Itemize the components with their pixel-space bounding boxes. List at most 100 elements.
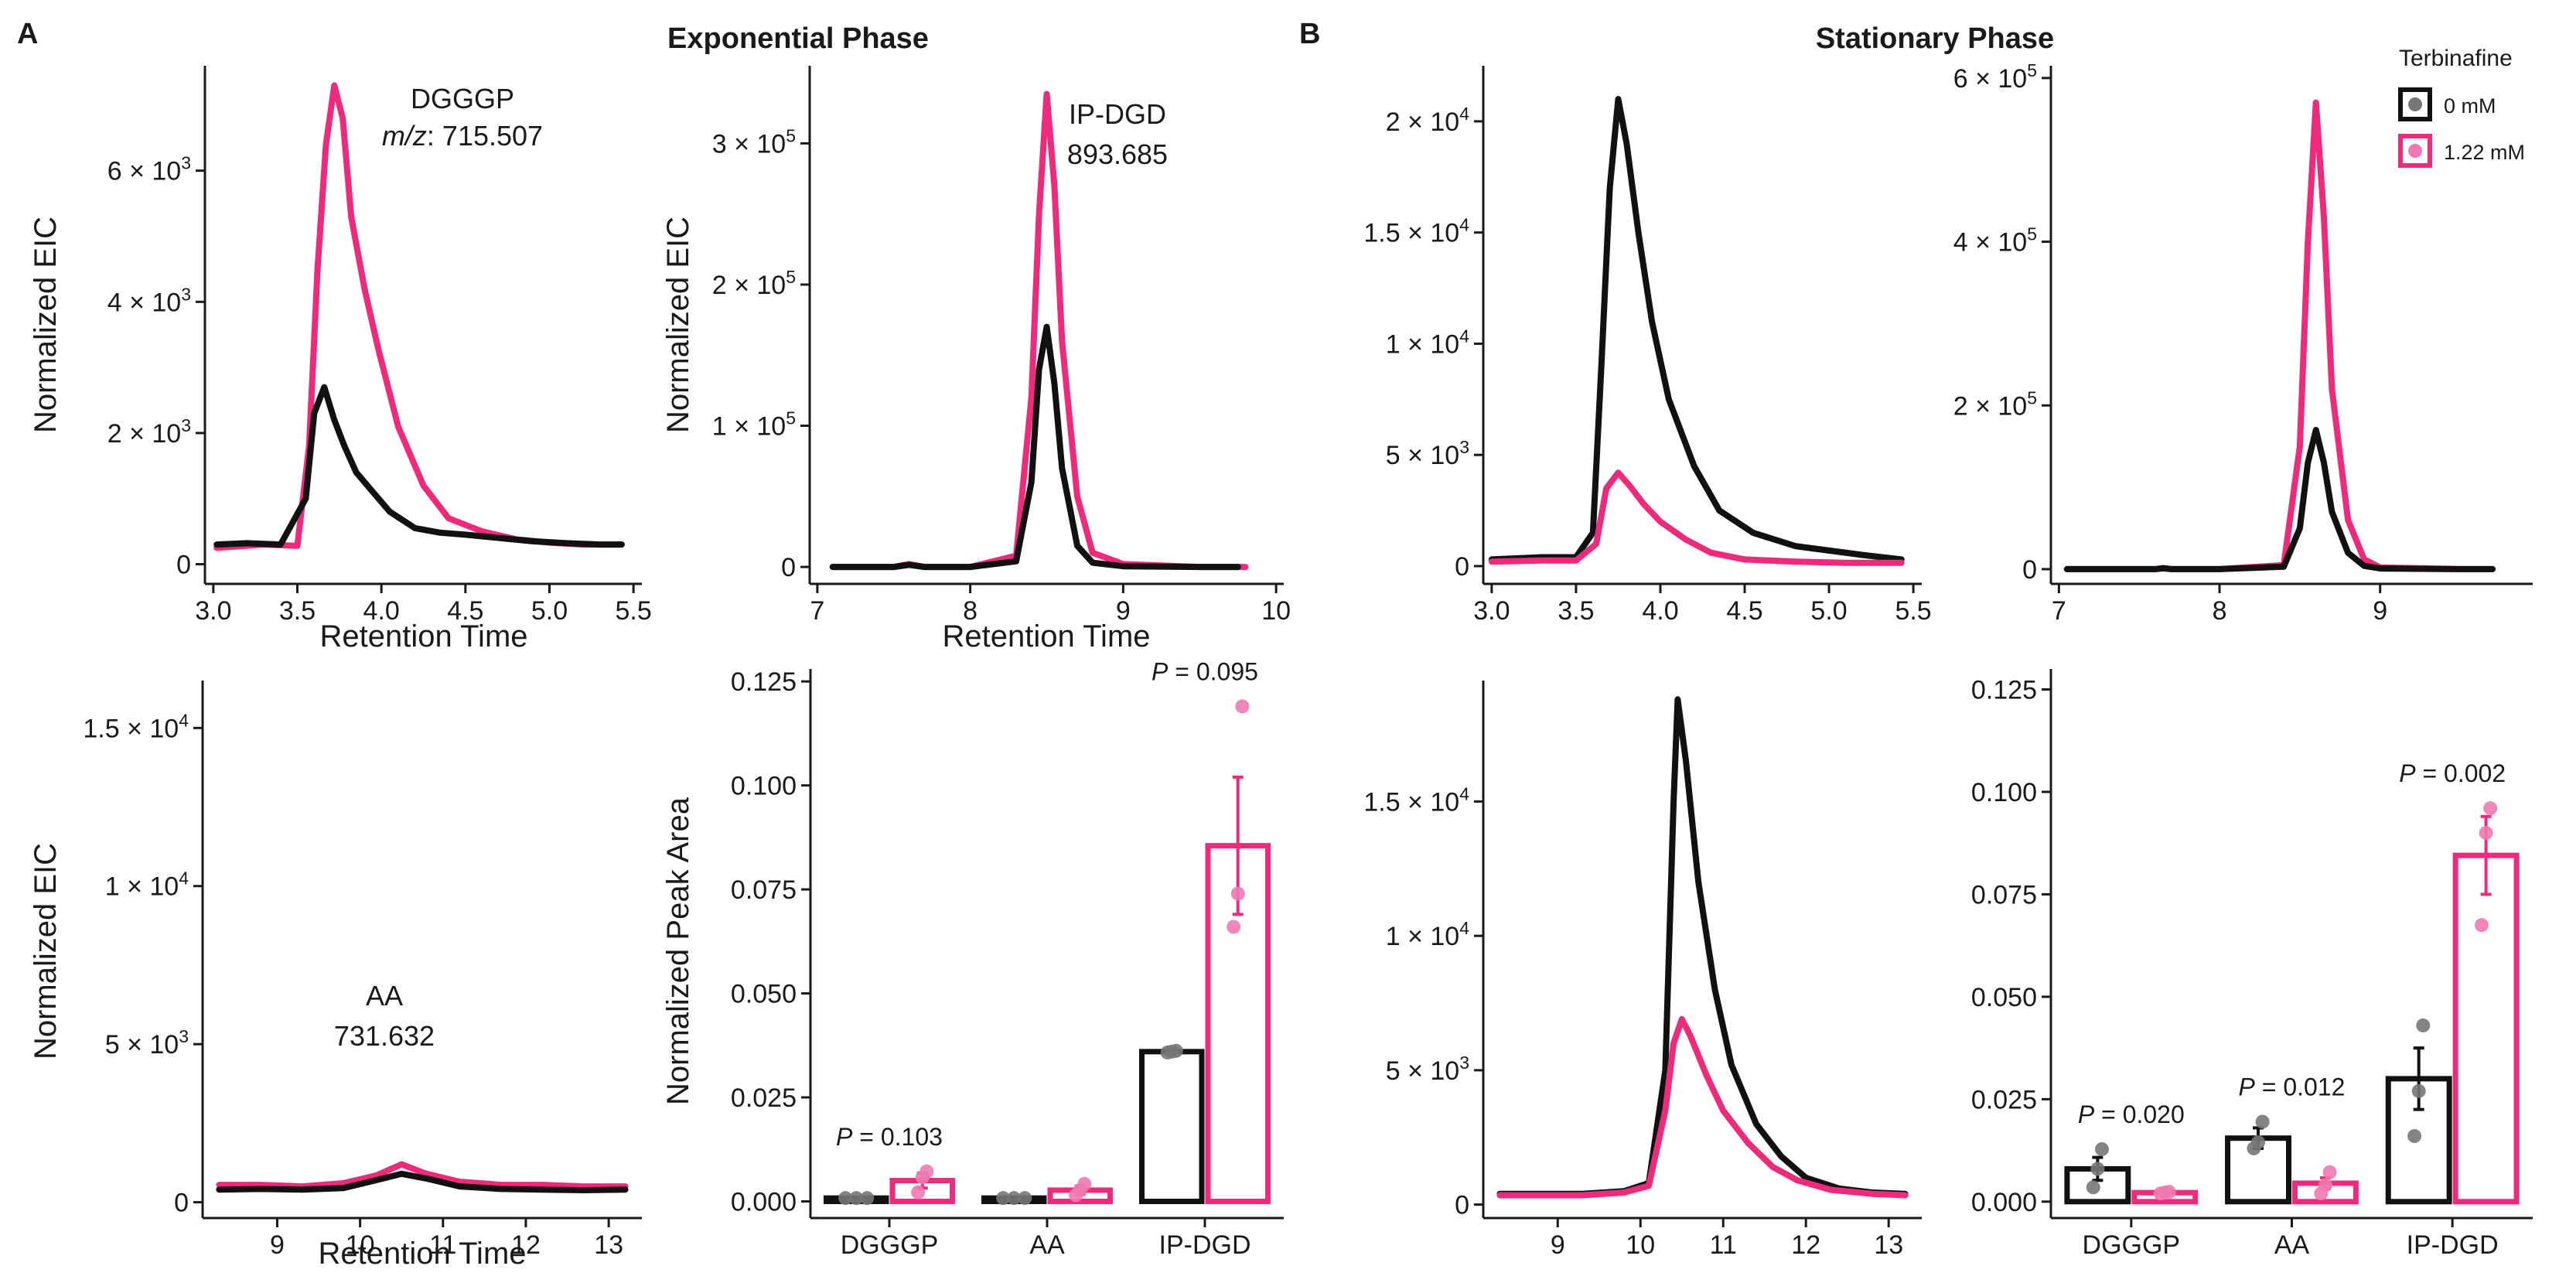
x-tick-label: 9 bbox=[270, 1230, 285, 1260]
y-tick-label: 0.000 bbox=[731, 1187, 797, 1216]
data-point bbox=[1018, 1191, 1032, 1206]
peak-annotation-line: DGGGP bbox=[411, 83, 514, 114]
y-tick-label: 1 × 104 bbox=[1386, 326, 1469, 359]
x-tick-label: 10 bbox=[1261, 596, 1291, 626]
chart-b-aa: 0 5 × 103 1 × 104 1.5 × 104 9 10 11 12 13 bbox=[1363, 681, 1922, 1260]
series-line-1-22-mm bbox=[213, 82, 625, 551]
x-tick-label: 4.0 bbox=[363, 596, 400, 626]
chart-b-ipdgd: 0 2 × 105 4 × 105 6 × 105 7 8 9 bbox=[1953, 60, 2533, 626]
x-tick-label: 11 bbox=[1710, 1230, 1737, 1260]
y-tick-label: 0 bbox=[176, 551, 191, 580]
series-line-0-mm bbox=[213, 384, 625, 548]
y-tick-label: 2 × 105 bbox=[1953, 387, 2037, 421]
y-tick-label: 3 × 105 bbox=[712, 125, 796, 159]
series-line-0-mm bbox=[216, 1170, 629, 1193]
peak-annotation-line: IP-DGD bbox=[1069, 98, 1166, 130]
x-axis-title: Retention Time bbox=[942, 619, 1150, 653]
data-point bbox=[1235, 699, 1250, 714]
data-point bbox=[849, 1191, 864, 1206]
y-tick-label: 1.5 × 104 bbox=[1363, 215, 1469, 248]
y-tick-label: 0.050 bbox=[1971, 983, 2037, 1012]
peak-annotation-line: m/z: 715.507 bbox=[382, 120, 543, 152]
series-line-0-mm bbox=[1496, 696, 1909, 1197]
data-point bbox=[1077, 1176, 1092, 1191]
x-tick-label: 4.0 bbox=[1642, 596, 1678, 626]
x-tick-label: 13 bbox=[594, 1230, 623, 1260]
y-axis-title: Normalized EIC bbox=[661, 217, 695, 433]
panel-a-letter: A bbox=[17, 18, 38, 50]
data-point bbox=[2251, 1135, 2266, 1149]
x-tick-label: DGGGP bbox=[2083, 1230, 2181, 1260]
x-tick-label: AA bbox=[1029, 1230, 1065, 1260]
series-line-1-22-mm bbox=[829, 90, 1249, 571]
y-axis-title: Normalized EIC bbox=[29, 217, 63, 433]
chart-a-ipdgd: 0 1 × 105 2 × 105 3 × 105 7 8 9 10 IP-DGD 893.685… bbox=[661, 66, 1291, 653]
p-value-label: P = 0.103 bbox=[836, 1123, 943, 1151]
panel-a-title: Exponential Phase bbox=[667, 22, 929, 55]
data-point bbox=[996, 1191, 1011, 1206]
x-tick-label: 8 bbox=[963, 596, 978, 626]
y-tick-label: 0.050 bbox=[731, 980, 797, 1009]
x-tick-label: 12 bbox=[511, 1230, 541, 1260]
x-tick-label: 7 bbox=[810, 596, 824, 626]
x-tick-label: 5.5 bbox=[616, 596, 652, 626]
x-axis-title: Retention Time bbox=[318, 1237, 526, 1271]
series-line-1-22-mm bbox=[216, 1161, 629, 1190]
x-tick-label: AA bbox=[2274, 1230, 2310, 1260]
data-point bbox=[2407, 1129, 2422, 1144]
peak-annotation-line: 893.685 bbox=[1067, 138, 1168, 170]
x-tick-label: 7 bbox=[2052, 596, 2066, 626]
x-tick-label: 3.0 bbox=[195, 596, 231, 626]
x-tick-label: IP-DGD bbox=[1159, 1230, 1251, 1260]
data-point bbox=[1007, 1191, 1022, 1206]
y-tick-label: 6 × 105 bbox=[1953, 60, 2037, 94]
y-tick-label: 0 bbox=[1455, 552, 1469, 582]
y-tick-label: 0 bbox=[2022, 555, 2037, 585]
y-tick-label: 4 × 105 bbox=[1953, 224, 2037, 258]
x-tick-label: 4.5 bbox=[1726, 596, 1762, 626]
y-tick-label: 2 × 103 bbox=[107, 415, 191, 449]
x-tick-label: 10 bbox=[346, 1230, 375, 1260]
panel-a-header: A Exponential Phase bbox=[17, 18, 929, 55]
data-point bbox=[2479, 825, 2493, 840]
chart-a-dgggp: 0 2 × 103 4 × 103 6 × 103 3.0 3.5 4.0 4.5 5.0 5.5… bbox=[29, 66, 652, 653]
x-tick-label: 3.5 bbox=[1558, 596, 1594, 626]
y-tick-label: 5 × 103 bbox=[1386, 1053, 1469, 1086]
y-tick-label: 0.025 bbox=[731, 1083, 797, 1113]
y-tick-label: 0.100 bbox=[731, 772, 797, 801]
legend-label-0mm: 0 mM bbox=[2444, 94, 2496, 118]
x-tick-label: 3.5 bbox=[279, 596, 316, 626]
y-tick-label: 0 bbox=[174, 1189, 189, 1218]
x-tick-label: IP-DGD bbox=[2407, 1230, 2499, 1260]
data-point bbox=[2090, 1162, 2105, 1176]
x-tick-label: 10 bbox=[1626, 1230, 1655, 1260]
chart-a-peak-area: 0.000 0.025 0.050 0.075 0.100 0.125 DGGGP P = 0… bbox=[661, 657, 1284, 1260]
legend-label-1-22mm: 1.22 mM bbox=[2444, 141, 2525, 164]
x-tick-label: 9 bbox=[1116, 596, 1131, 626]
series-line-0-mm bbox=[2063, 427, 2496, 572]
p-value-label: P = 0.020 bbox=[2078, 1100, 2185, 1128]
p-value-label: P = 0.095 bbox=[1152, 657, 1258, 685]
y-tick-label: 0 bbox=[1455, 1191, 1469, 1220]
series-line-0-mm bbox=[1488, 96, 1905, 563]
bar-0-mm-ip-dgd bbox=[1138, 1049, 1205, 1204]
y-tick-label: 1.5 × 104 bbox=[83, 710, 189, 743]
series-line-1-22-mm bbox=[2063, 99, 2496, 572]
y-axis-title: Normalized EIC bbox=[29, 843, 63, 1059]
y-tick-label: 5 × 103 bbox=[1386, 437, 1469, 470]
bar-1-22-mm-ip-dgd bbox=[2452, 852, 2520, 1205]
data-point bbox=[860, 1191, 875, 1206]
y-tick-label: 5 × 103 bbox=[105, 1026, 189, 1059]
data-point bbox=[920, 1164, 934, 1179]
y-tick-label: 0 bbox=[781, 553, 796, 582]
chart-a-aa: 0 5 × 103 1 × 104 1.5 × 104 9 10 11 12 13 AA 731.6… bbox=[29, 681, 642, 1271]
y-tick-label: 0.075 bbox=[731, 875, 797, 905]
x-tick-label: 5.0 bbox=[531, 596, 568, 626]
x-tick-label: 4.5 bbox=[447, 596, 483, 626]
data-point bbox=[2322, 1165, 2337, 1179]
x-tick-label: 9 bbox=[2373, 596, 2387, 626]
legend-dot-0mm bbox=[2408, 97, 2422, 111]
y-tick-label: 2 × 104 bbox=[1386, 104, 1469, 137]
data-point bbox=[1169, 1043, 1183, 1058]
x-tick-label: 12 bbox=[1791, 1230, 1820, 1260]
